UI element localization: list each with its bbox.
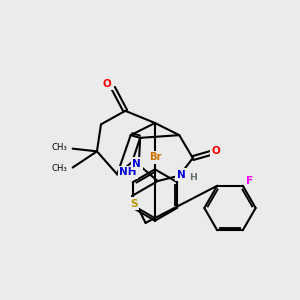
Text: N: N [177,170,186,180]
Text: H: H [189,173,197,182]
Text: O: O [211,146,220,156]
Text: N: N [132,159,141,169]
Text: CH₃: CH₃ [52,164,68,173]
Text: Br: Br [149,152,161,162]
Text: O: O [103,79,112,89]
Text: NH: NH [119,167,137,177]
Text: S: S [130,199,138,209]
Text: F: F [246,176,254,186]
Text: CH₃: CH₃ [52,143,68,152]
